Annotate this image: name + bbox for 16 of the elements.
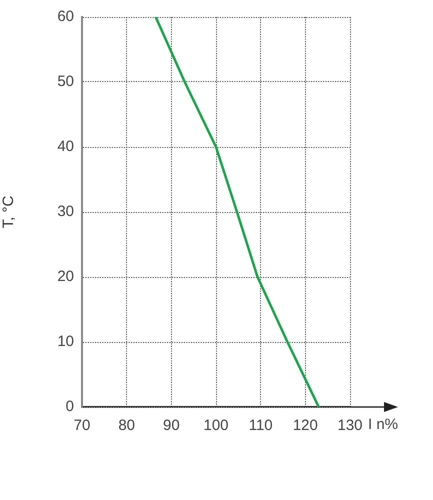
x-tick-label: 70 [74, 417, 90, 434]
x-tick-label: 120 [292, 417, 318, 434]
y-tick-label: 40 [57, 138, 74, 156]
y-tick-label: 60 [57, 8, 74, 26]
x-tick-label: 100 [203, 417, 229, 434]
y-tick-label: 30 [57, 203, 74, 220]
x-axis-title: I n% [368, 416, 398, 434]
x-tick-label: 80 [118, 417, 136, 434]
y-tick-label: 10 [57, 333, 74, 350]
y-tick-label: 0 [66, 398, 74, 416]
x-tick-label: 110 [248, 417, 273, 434]
x-tick-label: 90 [162, 417, 180, 434]
x-tick-label: 130 [337, 417, 363, 434]
y-tick-label: 50 [57, 73, 74, 90]
y-axis-title: T, °C [0, 196, 18, 228]
y-tick-label: 20 [57, 268, 74, 286]
